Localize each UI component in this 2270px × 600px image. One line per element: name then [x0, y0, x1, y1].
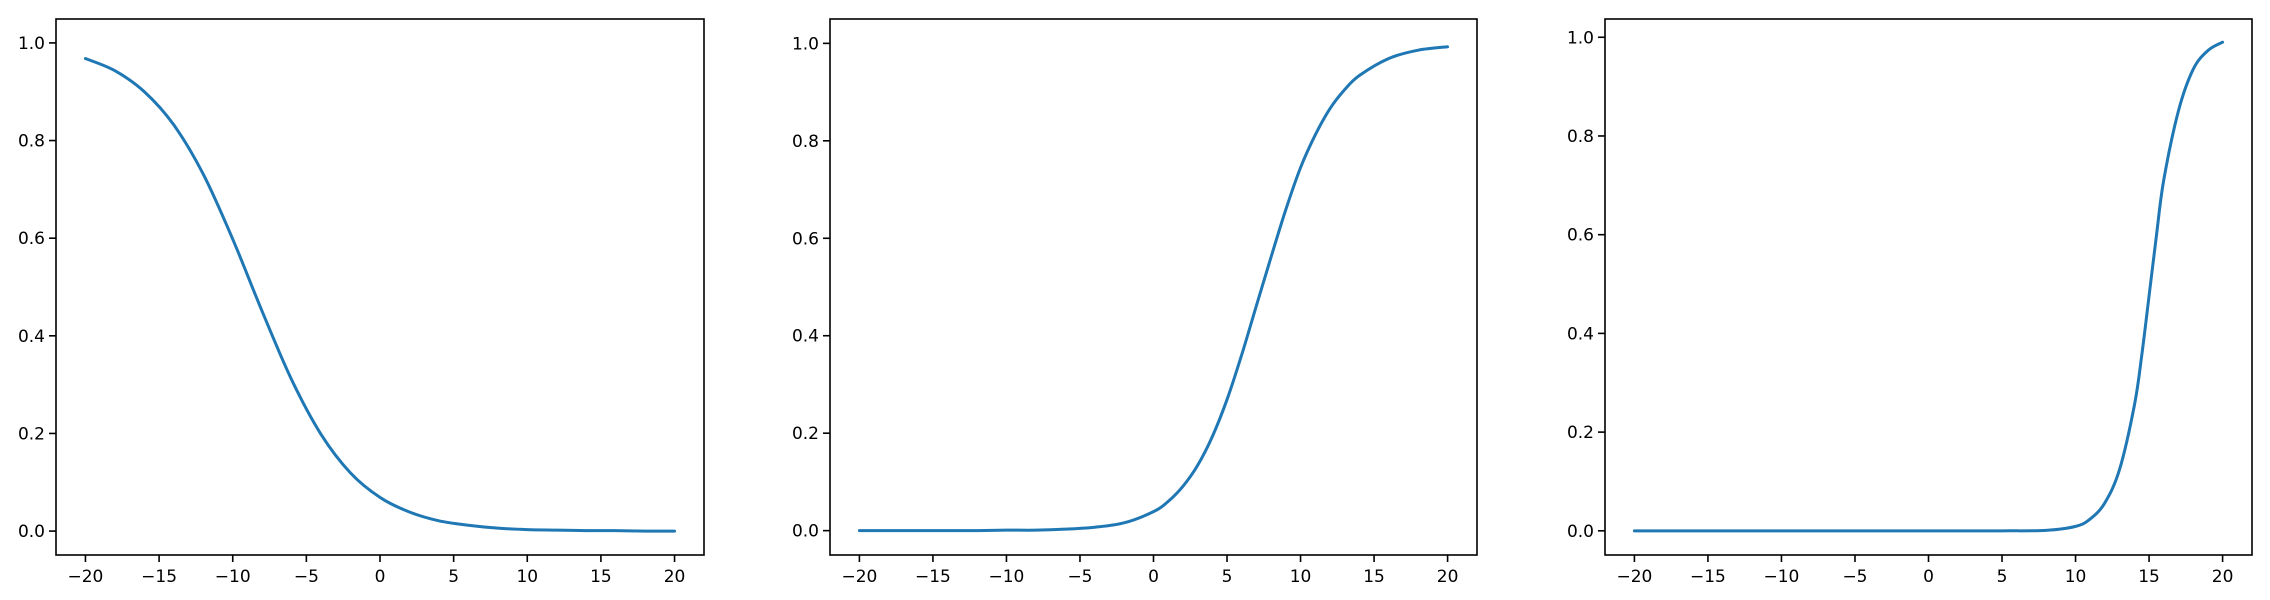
- y-tick-label: 0.4: [792, 327, 819, 347]
- x-tick-label: 15: [590, 567, 612, 587]
- x-tick-label: 0: [1148, 567, 1159, 587]
- axes-frame: [829, 18, 1478, 556]
- y-tick-label: 1.0: [18, 34, 45, 54]
- x-tick-label: 20: [664, 567, 686, 587]
- y-tick-label: 0.8: [792, 132, 819, 152]
- x-tick-label: 20: [2212, 567, 2234, 587]
- x-tick-label: −10: [1764, 567, 1800, 587]
- x-tick-label: 0: [375, 567, 386, 587]
- x-tick-label: −20: [68, 567, 104, 587]
- subplot-2: −20 −15 −10 −5 0 5 10 15 20 0.0 0.2 0.4 0.6 0.8 1.0: [792, 18, 1478, 587]
- x-tick-label: −5: [1067, 567, 1092, 587]
- y-tick-label: 1.0: [1567, 28, 1594, 48]
- y-tick-label: 0.0: [18, 522, 45, 542]
- y-tick-label: 0.6: [18, 229, 45, 249]
- series-line-1: [857, 45, 1450, 533]
- y-tick-label: 0.4: [1567, 324, 1594, 344]
- series-line-1: [83, 57, 677, 533]
- x-tick-label: 5: [1222, 567, 1233, 587]
- x-tick-label: −20: [1616, 567, 1652, 587]
- x-tick-label: 5: [448, 567, 459, 587]
- subplot-3: −20 −15 −10 −5 0 5 10 15 20 0.0 0.2 0.4 0.6 0.8 1.0: [1567, 18, 2253, 587]
- y-tick-label: 0.0: [1567, 522, 1594, 542]
- x-tick-label: 0: [1923, 567, 1934, 587]
- y-tick-label: 1.0: [792, 34, 819, 54]
- x-tick-label: 15: [2138, 567, 2160, 587]
- y-tick-label: 0.2: [792, 424, 819, 444]
- y-tick-label: 0.8: [1567, 127, 1594, 147]
- x-tick-label: −10: [215, 567, 251, 587]
- y-tick-label: 0.4: [18, 327, 45, 347]
- y-tick-label: 0.8: [18, 132, 45, 152]
- x-tick-label: −5: [294, 567, 319, 587]
- y-tick-label: 0.2: [18, 424, 45, 444]
- y-tick-label: 0.6: [1567, 226, 1594, 246]
- x-tick-label: 5: [1997, 567, 2008, 587]
- x-tick-label: 10: [2065, 567, 2087, 587]
- x-tick-label: −5: [1842, 567, 1867, 587]
- x-tick-label: −10: [989, 567, 1025, 587]
- y-tick-label: 0.0: [792, 522, 819, 542]
- x-tick-label: 10: [516, 567, 538, 587]
- x-tick-label: 10: [1290, 567, 1312, 587]
- axes-frame: [55, 18, 705, 556]
- x-tick-label: −15: [1690, 567, 1726, 587]
- axes-frame: [1604, 18, 2253, 556]
- x-tick-label: 20: [1437, 567, 1459, 587]
- series-line-1: [1632, 40, 2225, 533]
- x-tick-label: −20: [841, 567, 877, 587]
- x-tick-label: 15: [1363, 567, 1385, 587]
- subplot-1: −20 −15 −10 −5 0 5 10 15 20 0.0 0.2 0.4 0.6 0.8 1.0: [18, 18, 705, 587]
- y-tick-label: 0.2: [1567, 423, 1594, 443]
- x-tick-label: −15: [915, 567, 951, 587]
- y-tick-label: 0.6: [792, 229, 819, 249]
- x-tick-label: −15: [141, 567, 177, 587]
